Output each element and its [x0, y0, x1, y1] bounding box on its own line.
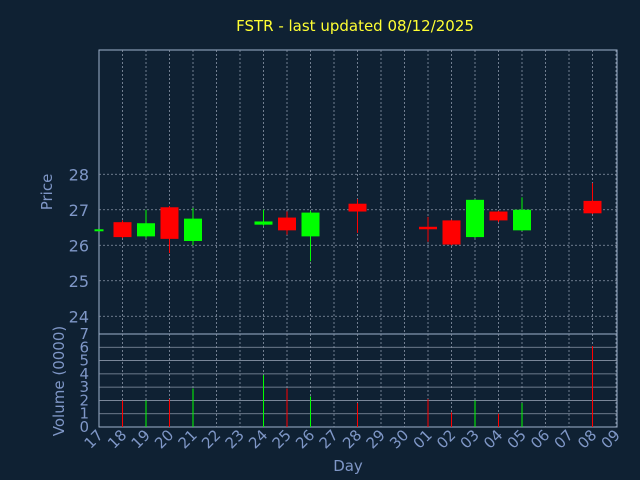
volume-tick-label: 6	[79, 338, 89, 356]
price-tick-label: 27	[69, 201, 89, 220]
candle	[348, 199, 367, 233]
candle	[254, 209, 273, 226]
price-tick-label: 24	[69, 307, 89, 326]
volume-tick-label: 4	[79, 365, 89, 383]
candle	[442, 219, 461, 246]
candle	[184, 207, 202, 246]
candle-body	[583, 200, 602, 214]
candle-body	[184, 218, 202, 241]
volume-tick-label: 1	[79, 405, 89, 423]
candle-body	[278, 217, 296, 231]
candle	[489, 210, 508, 223]
candle-body	[442, 220, 461, 245]
candle	[419, 216, 437, 242]
candle	[113, 220, 132, 239]
candles	[94, 183, 602, 262]
candle-body	[113, 222, 132, 238]
price-tick-label: 25	[69, 272, 89, 291]
candle	[278, 211, 296, 235]
candle-body	[419, 226, 437, 230]
candle-body	[94, 229, 104, 232]
volume-tick-label: 3	[79, 378, 89, 396]
candle-body	[160, 207, 179, 239]
candle	[583, 183, 602, 215]
volume-tick-label: 5	[79, 352, 89, 370]
candle-body	[137, 223, 155, 237]
volume-tick-label: 0	[79, 418, 89, 436]
candle	[513, 197, 531, 232]
price-panel: 24 25 26 27 28 Price	[38, 49, 618, 335]
candle-body	[489, 211, 508, 221]
volume-bars	[122, 345, 593, 427]
volume-tick-label: 7	[79, 325, 89, 343]
candle	[301, 210, 320, 262]
candle-body	[513, 209, 531, 231]
volume-tick-label: 2	[79, 391, 89, 409]
candle-body	[254, 221, 273, 225]
candle	[94, 229, 104, 232]
x-tick-labels: 1718192021222324252627282930010203040506…	[81, 426, 624, 452]
candle-body	[348, 203, 367, 212]
price-tick-labels: 24 25 26 27 28	[69, 165, 89, 326]
chart-title: FSTR - last updated 08/12/2025	[236, 17, 474, 35]
price-tick-label: 28	[69, 165, 89, 184]
candle	[137, 209, 155, 239]
candle	[466, 199, 484, 239]
candle-body	[466, 199, 484, 238]
price-grid	[99, 50, 617, 334]
price-tick-label: 26	[69, 236, 89, 255]
x-axis-label: Day	[333, 457, 363, 475]
volume-axis-label: Volume (0000)	[50, 326, 68, 436]
candle	[160, 206, 179, 254]
candle-body	[301, 212, 320, 237]
price-axis-label: Price	[38, 174, 56, 211]
